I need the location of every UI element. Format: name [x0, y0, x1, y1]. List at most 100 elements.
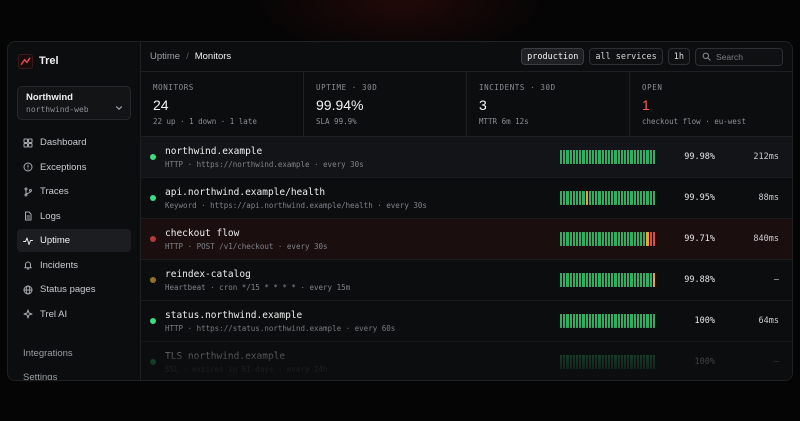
uptime-bar: [569, 150, 572, 164]
monitor-name: checkout flow: [165, 227, 240, 239]
uptime-bar: [636, 191, 640, 205]
uptime-bar: [620, 191, 624, 205]
monitor-row[interactable]: TLS northwind.example SSL · expires in 61…: [141, 342, 792, 380]
monitor-row[interactable]: checkout flow HTTP · POST /v1/checkout · …: [141, 219, 792, 260]
uptime-bar: [566, 191, 569, 205]
sidebar-item-integrations[interactable]: Integrations: [23, 347, 73, 359]
bell-icon: [24, 261, 32, 270]
uptime-bar: [617, 355, 620, 369]
sidebar-item-dashboard[interactable]: Dashboard: [17, 131, 131, 154]
time-range-chip[interactable]: 1h: [667, 48, 690, 65]
uptime-bar: [582, 232, 585, 246]
uptime-bar: [595, 150, 598, 164]
uptime-bar: [649, 232, 652, 246]
uptime-bar: [563, 191, 566, 205]
monitor-row[interactable]: northwind.example HTTP · https://northwin…: [141, 137, 792, 178]
uptime-bar: [652, 232, 656, 246]
uptime-bar: [640, 273, 643, 287]
uptime-bar: [643, 191, 646, 205]
sidebar-item-trel-ai[interactable]: Trel AI: [17, 303, 131, 326]
uptime-bar: [566, 355, 569, 369]
monitor-row[interactable]: status.northwind.example HTTP · https://s…: [141, 301, 792, 342]
uptime-bar: [579, 273, 582, 287]
uptime-bar: [617, 150, 620, 164]
uptime-bar: [611, 150, 614, 164]
sidebar-item-logs[interactable]: Logs: [17, 205, 131, 228]
pulse-icon: [23, 237, 33, 245]
uptime-bar: [569, 191, 572, 205]
stat-value: 99.94%: [316, 97, 364, 113]
uptime-bar: [569, 355, 572, 369]
uptime-bar: [627, 355, 630, 369]
stat-label: OPEN: [642, 83, 663, 92]
uptime-bar: [569, 232, 572, 246]
uptime-bar: [624, 355, 627, 369]
uptime-bar: [563, 232, 566, 246]
sidebar-item-status-pages[interactable]: Status pages: [17, 278, 131, 301]
uptime-bar: [630, 191, 633, 205]
uptime-bar: [572, 191, 576, 205]
env-filter-chip[interactable]: production: [521, 48, 585, 65]
stat-value: 1: [642, 97, 650, 113]
uptime-bar: [620, 150, 624, 164]
uptime-bar: [646, 314, 649, 328]
uptime-bar: [598, 273, 601, 287]
uptime-bar: [636, 273, 640, 287]
uptime-bar: [601, 232, 604, 246]
uptime-bar: [588, 355, 592, 369]
breadcrumb-parent[interactable]: Uptime: [150, 51, 181, 62]
status-dot: [150, 195, 156, 201]
sidebar-item-incidents[interactable]: Incidents: [17, 254, 131, 277]
brand[interactable]: Trel: [8, 52, 140, 70]
uptime-bar: [620, 232, 624, 246]
uptime-bar: [563, 314, 566, 328]
workspace-switcher[interactable]: Northwind northwind-web: [17, 86, 131, 120]
uptime-bar: [604, 355, 608, 369]
service-filter-chip[interactable]: all services: [589, 48, 663, 65]
uptime-bar: [633, 150, 636, 164]
uptime-bar: [624, 314, 627, 328]
monitor-latency: —: [773, 275, 779, 285]
stat-subtext: 22 up · 1 down · 1 late: [153, 117, 257, 126]
uptime-bar: [608, 191, 611, 205]
stat-value: 3: [479, 97, 487, 113]
uptime-bar: [595, 273, 598, 287]
uptime-bar: [588, 232, 592, 246]
sidebar-item-traces[interactable]: Traces: [17, 180, 131, 203]
uptime-history: [560, 232, 656, 246]
uptime-bar: [649, 314, 652, 328]
monitor-row[interactable]: reindex-catalog Heartbeat · cron */15 * *…: [141, 260, 792, 301]
stat-subtext: SLA 99.9%: [316, 117, 357, 126]
uptime-bar: [649, 191, 652, 205]
uptime-bar: [636, 232, 640, 246]
sidebar-item-settings[interactable]: Settings: [23, 371, 58, 381]
uptime-bar: [636, 355, 640, 369]
uptime-bar: [604, 314, 608, 328]
search-box[interactable]: [695, 47, 783, 66]
uptime-bar: [646, 150, 649, 164]
uptime-bar: [569, 273, 572, 287]
uptime-bar: [592, 314, 595, 328]
stat-label: UPTIME · 30D: [316, 83, 378, 92]
uptime-bar: [560, 273, 563, 287]
sidebar-item-exceptions[interactable]: Exceptions: [17, 156, 131, 179]
sidebar-secondary: Integrations Settings: [8, 342, 140, 381]
monitor-row[interactable]: api.northwind.example/health Keyword · ht…: [141, 178, 792, 219]
uptime-bar: [566, 273, 569, 287]
uptime-bar: [585, 314, 588, 328]
uptime-bar: [585, 191, 588, 205]
uptime-bar: [643, 314, 646, 328]
uptime-bar: [630, 232, 633, 246]
uptime-bar: [611, 355, 614, 369]
alert-circle-icon: [23, 162, 33, 172]
uptime-bar: [633, 355, 636, 369]
uptime-bar: [608, 150, 611, 164]
status-dot: [150, 277, 156, 283]
sidebar-item-uptime[interactable]: Uptime: [17, 229, 131, 252]
monitor-latency: 840ms: [753, 234, 779, 244]
monitor-latency: 64ms: [758, 316, 779, 326]
uptime-bar: [592, 232, 595, 246]
monitor-name: northwind.example: [165, 145, 263, 157]
uptime-bar: [598, 314, 601, 328]
search-input[interactable]: [716, 51, 776, 62]
